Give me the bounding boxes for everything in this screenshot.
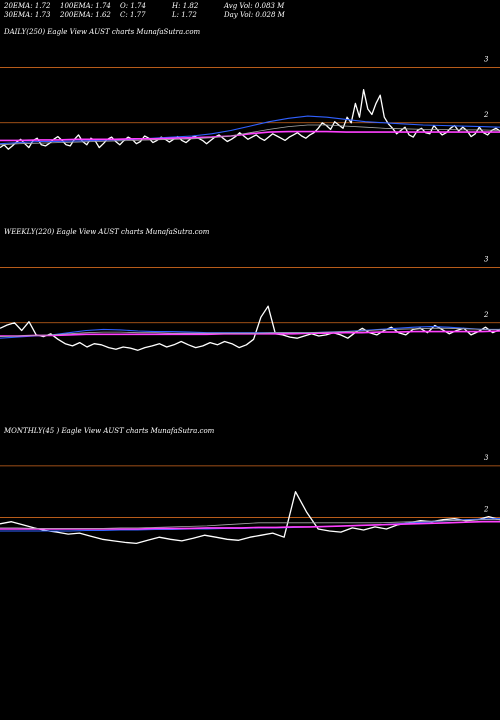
- daily-panel-title: DAILY(250) Eagle View AUST charts Munafa…: [4, 28, 201, 36]
- daily-chart: 32: [0, 56, 500, 150]
- avgvol-stat: Avg Vol: 0.083 M: [224, 2, 285, 10]
- ema30-stat: 30EMA: 1.73: [4, 11, 51, 19]
- ema-gray-line: [0, 519, 500, 529]
- y-tick-label: 2: [483, 311, 489, 319]
- open-stat: O: 1.74: [120, 2, 146, 10]
- dayvol-stat: Day Vol: 0.028 M: [224, 11, 285, 19]
- y-tick-label: 3: [484, 56, 489, 64]
- ema100-stat: 100EMA: 1.74: [60, 2, 111, 10]
- y-tick-label: 2: [483, 506, 489, 514]
- ema-blue-line: [0, 326, 500, 339]
- ema-blue-line: [0, 115, 500, 145]
- ema-gray-line: [0, 327, 500, 337]
- y-tick-label: 2: [483, 111, 489, 119]
- high-stat: H: 1.82: [172, 2, 199, 10]
- y-tick-label: 3: [484, 454, 489, 462]
- low-stat: L: 1.72: [172, 11, 197, 19]
- price-line: [0, 89, 500, 150]
- ema-gray-line: [0, 124, 500, 146]
- weekly-chart: 32: [0, 256, 500, 351]
- monthly-chart: 32: [0, 454, 500, 545]
- y-tick-label: 3: [484, 256, 489, 264]
- ema200-stat: 200EMA: 1.62: [60, 11, 111, 19]
- monthly-panel-title: MONTHLY(45 ) Eagle View AUST charts Muna…: [4, 427, 215, 435]
- ema-magenta-line: [0, 330, 500, 337]
- ema-magenta-line: [0, 130, 500, 142]
- close-stat: C: 1.77: [120, 11, 146, 19]
- weekly-panel-title: WEEKLY(220) Eagle View AUST charts Munaf…: [4, 228, 210, 236]
- ema20-stat: 20EMA: 1.72: [4, 2, 51, 10]
- ema-magenta-line: [0, 520, 500, 530]
